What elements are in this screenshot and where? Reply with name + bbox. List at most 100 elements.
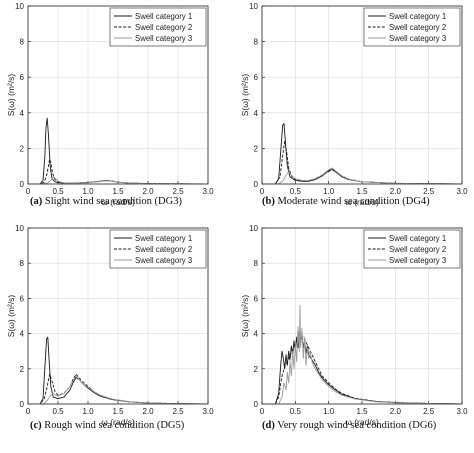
y-tick-label: 8: [20, 259, 25, 268]
y-tick-label: 0: [20, 180, 25, 189]
x-tick-label: 2.5: [423, 407, 435, 416]
x-tick-label: 2.0: [390, 407, 402, 416]
x-tick-label: 0.5: [290, 187, 302, 196]
x-tick-label: 0: [26, 407, 31, 416]
x-tick-label: 1.5: [356, 187, 368, 196]
x-axis-label: ω (rad/s): [345, 417, 379, 427]
x-tick-label: 1.0: [82, 407, 94, 416]
caption-d: (d) Very rough wind sea condition (DG6): [262, 420, 436, 431]
x-tick-label: 1.0: [323, 407, 335, 416]
y-tick-label: 2: [20, 144, 25, 153]
y-axis-label: S(ω) (m²/s): [6, 295, 16, 338]
y-axis-label: S(ω) (m²/s): [240, 295, 250, 338]
y-tick-label: 4: [254, 330, 259, 339]
y-tick-label: 0: [254, 180, 259, 189]
caption-d-label: (d): [262, 420, 275, 431]
y-tick-label: 6: [20, 73, 25, 82]
y-tick-label: 0: [20, 400, 25, 409]
x-tick-label: 0: [260, 407, 265, 416]
legend-label-2: Swell category 2: [389, 23, 446, 32]
legend-label-2: Swell category 2: [389, 245, 446, 254]
x-tick-label: 0: [26, 187, 31, 196]
caption-b: (b) Moderate wind sea condition (DG4): [262, 196, 430, 207]
x-tick-label: 0.5: [290, 407, 302, 416]
y-tick-label: 0: [254, 400, 259, 409]
x-tick-label: 0.5: [52, 187, 64, 196]
legend-label-3: Swell category 3: [389, 34, 446, 43]
caption-c-label: (c): [30, 420, 42, 431]
x-tick-label: 2.5: [423, 187, 435, 196]
legend-label-1: Swell category 1: [389, 234, 446, 243]
legend-label-2: Swell category 2: [135, 23, 192, 32]
y-axis-label: S(ω) (m²/s): [240, 74, 250, 117]
plot-frame: [261, 227, 463, 405]
panel-b: 0 0.5 1.0 1.5 2.0 2.5 3.0 0 2 4 6 8 10 ω (rad/s) S(ω) …: [240, 2, 468, 207]
x-tick-label: 3.0: [456, 407, 468, 416]
x-tick-label: 3.0: [202, 187, 214, 196]
y-tick-label: 10: [249, 2, 258, 11]
x-tick-label: 1.0: [323, 187, 335, 196]
legend-label-1: Swell category 1: [135, 12, 192, 21]
y-tick-label: 4: [20, 330, 25, 339]
panel-d: 0 0.5 1.0 1.5 2.0 2.5 3.0 0 2 4 6 8 10 ω (rad/s) S(ω) …: [240, 224, 468, 427]
y-axis-label: S(ω) (m²/s): [6, 74, 16, 117]
panel-c: 0 0.5 1.0 1.5 2.0 2.5 3.0 0 2 4 6 8 10 ω (rad/s) S(ω) …: [6, 224, 214, 427]
x-axis-label: ω (rad/s): [101, 417, 135, 427]
x-tick-label: 3.0: [202, 407, 214, 416]
legend-label-1: Swell category 1: [389, 12, 446, 21]
y-tick-label: 2: [20, 365, 25, 374]
legend: Swell category 1 Swell category 2 Swell ca…: [109, 7, 207, 47]
y-tick-label: 8: [254, 259, 259, 268]
y-tick-label: 6: [254, 73, 259, 82]
y-tick-label: 10: [15, 224, 24, 233]
y-tick-label: 4: [254, 109, 259, 118]
series-line-3: [28, 375, 208, 404]
x-axis-label: ω (rad/s): [101, 197, 135, 207]
x-tick-label: 2.0: [390, 187, 402, 196]
y-tick-label: 6: [254, 294, 259, 303]
legend-label-1: Swell category 1: [135, 234, 192, 243]
legend: Swell category 1 Swell category 2 Swell ca…: [363, 7, 461, 47]
caption-a-label: (a): [30, 196, 43, 207]
x-tick-label: 1.5: [112, 407, 124, 416]
y-tick-label: 8: [254, 38, 259, 47]
x-axis-label: ω (rad/s): [345, 197, 379, 207]
y-tick-label: 6: [20, 294, 25, 303]
caption-c: (c) Rough wind sea condition (DG5): [30, 420, 184, 431]
x-tick-label: 1.5: [112, 187, 124, 196]
legend-label-3: Swell category 3: [135, 34, 192, 43]
y-tick-label: 10: [249, 224, 258, 233]
panel-a: 0 0.5 1.0 1.5 2.0 2.5 3.0 0 2 4 6 8 10 ω (rad/s) S(ω) …: [6, 2, 214, 207]
x-tick-label: 1.0: [82, 187, 94, 196]
x-tick-label: 2.5: [172, 187, 184, 196]
y-tick-label: 10: [15, 2, 24, 11]
y-tick-label: 2: [254, 365, 259, 374]
caption-a: (a) Slight wind sea condition (DG3): [30, 196, 182, 207]
legend-label-3: Swell category 3: [389, 256, 446, 265]
x-tick-label: 0: [260, 187, 265, 196]
legend-label-2: Swell category 2: [135, 245, 192, 254]
series-line-3: [28, 176, 208, 184]
legend-label-3: Swell category 3: [135, 256, 192, 265]
x-tick-label: 2.0: [142, 187, 154, 196]
x-tick-label: 3.0: [456, 187, 468, 196]
x-tick-label: 2.0: [142, 407, 154, 416]
series-line-3: [262, 304, 462, 404]
plot-frame: [27, 5, 209, 185]
caption-b-label: (b): [262, 196, 275, 207]
caption-a-text: Slight wind sea condition (DG3): [44, 196, 182, 207]
x-tick-label: 0.5: [52, 407, 64, 416]
caption-c-text: Rough wind sea condition (DG5): [44, 420, 185, 431]
x-tick-label: 1.5: [356, 407, 368, 416]
y-tick-label: 8: [20, 38, 25, 47]
caption-d-text: Very rough wind sea condition (DG6): [277, 420, 437, 431]
series-line-3: [262, 167, 462, 184]
plot-frame: [261, 5, 463, 185]
y-tick-label: 2: [254, 144, 259, 153]
x-tick-label: 2.5: [172, 407, 184, 416]
legend: Swell category 1 Swell category 2 Swell ca…: [109, 229, 207, 269]
legend: Swell category 1 Swell category 2 Swell ca…: [363, 229, 461, 269]
y-tick-label: 4: [20, 109, 25, 118]
